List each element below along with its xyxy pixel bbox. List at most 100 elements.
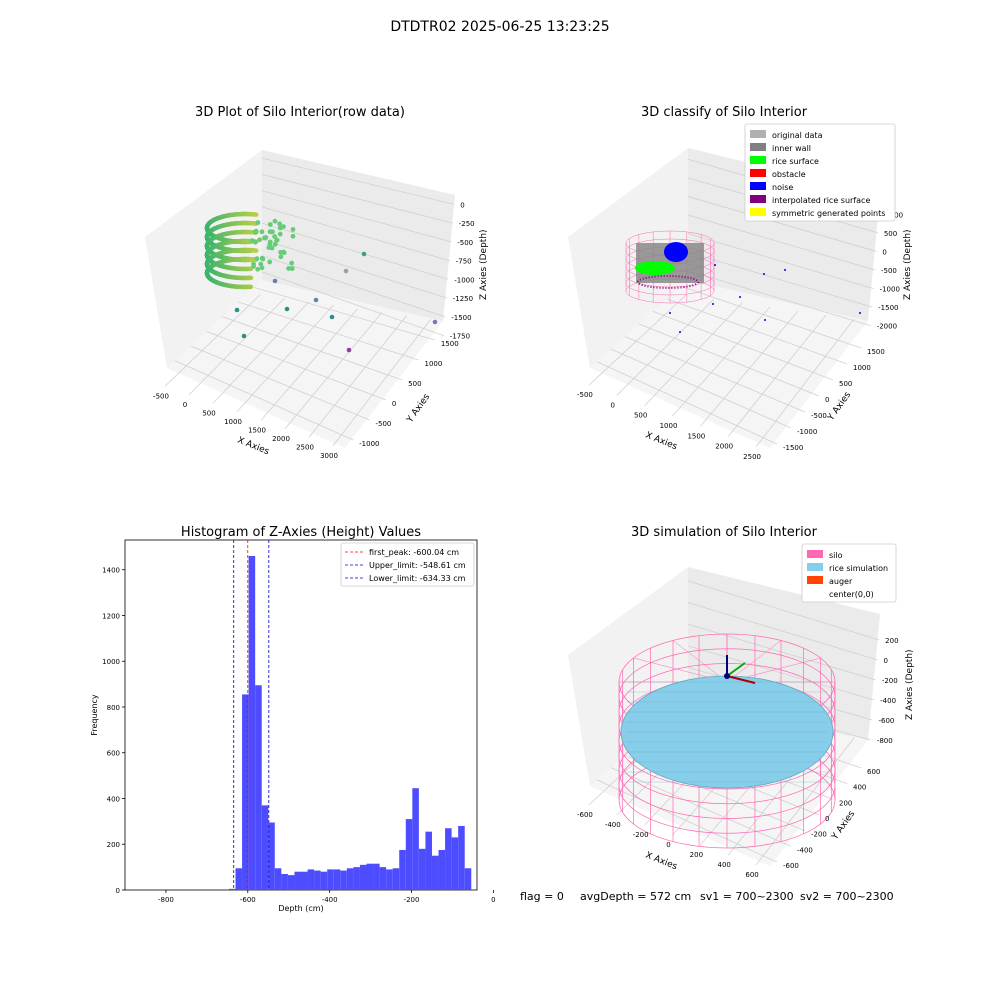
z-tick-label: -1750 [450,333,470,341]
y-gridline [596,361,778,445]
raw-point [255,266,261,272]
legend-frame [801,543,897,603]
legend-label: interpolated rice surface [772,196,870,205]
raw-point [254,248,259,253]
z-gridline [687,623,876,681]
panel4-legend: silo rice simulation auger center(0,0) [801,543,897,603]
x-tick-label: 0 [491,896,495,904]
silo-spoke [726,640,782,683]
x-tick-label: -600 [577,811,593,819]
raw-outlier-point [313,297,319,303]
x-tick-label: 1000 [660,422,678,430]
z-gridline [261,190,452,243]
histogram-bar [274,868,282,890]
panel4-title: 3D simulation of Silo Interior [631,525,818,540]
z-tick-label: -750 [456,258,472,266]
z-gridline [261,238,447,299]
histogram-bar [327,869,334,890]
x-tick-label: -500 [153,392,169,400]
x-tick-label: -800 [158,896,174,904]
y-tick-label: 500 [408,380,421,388]
noise-outlier-point [784,269,786,271]
histogram-bar [373,863,380,890]
x-tick-label: 2000 [715,443,733,451]
panel2-ylabel: Y Axies [826,390,854,423]
legend-label: Upper_limit: -548.61 cm [369,561,466,570]
x-tick-label: -500 [577,391,593,399]
histogram-bar [346,868,354,890]
x-tick-label: 0 [666,841,670,849]
raw-point [281,249,287,255]
noise-outlier-point [669,312,671,314]
z-tick-label: 0 [884,657,888,665]
histogram-bar [366,863,374,890]
histogram-bar [301,871,308,890]
legend-swatch [807,563,823,571]
panel-simulation: 3D simulation of Silo Interior -600 -400 -… [568,525,915,879]
y-tick-label: 1000 [853,364,871,372]
raw-outlier-point [343,268,349,274]
silo-spoke [672,640,728,683]
x-tick-label: 1500 [248,426,266,434]
z-tick-label: -1000 [454,276,474,284]
y-gridline [222,316,403,381]
raw-outlier-point [329,314,335,320]
legend-label: auger [829,577,853,586]
footer-sv1: sv1 = 700~2300 [700,890,794,903]
y-tick-label: 800 [107,704,120,712]
y-gridline [174,360,354,441]
raw-point [259,229,265,235]
histogram-bar [228,888,236,890]
y-tick-label: 200 [107,841,120,849]
panel2-ticks: -50005001000150020002500-1500-1000-50005… [577,211,903,461]
raw-point [278,254,284,260]
z-gridline [687,196,877,252]
z-tick-label: -600 [879,717,895,725]
y-tick-label: 600 [107,750,120,758]
legend-swatch [750,169,766,177]
x-tick-label: 600 [745,871,758,879]
x-gridline [332,319,432,446]
panel-classify: 3D classify of Silo Interior -5000500100… [568,105,913,461]
raw-point [267,239,273,245]
noise-outlier-point [764,319,766,321]
histogram-bar [458,825,465,890]
x-gridline [260,308,358,421]
panel1-ticks: -500 0 500 1000 1500 2000 2500 3000 -1000 -500 0 50… [153,201,475,459]
y-gridline [253,286,435,341]
x-tick-label: 500 [202,409,215,417]
y-tick-label: 200 [839,799,852,807]
y-tick-label: 1000 [425,360,443,368]
y-gridline [610,767,792,847]
z-gridline [687,602,878,661]
histogram-bar [268,822,275,890]
footer-sv2: sv2 = 700~2300 [800,890,894,903]
y-tick-label: -1000 [797,428,817,436]
legend-label: silo [829,551,843,560]
x-tick-label: -200 [404,896,420,904]
legend-label: symmetric generated points [772,209,885,218]
x-gridline [588,294,687,386]
z-tick-label: -1250 [453,295,473,303]
y-tick-label: 1000 [102,658,120,666]
noise-points [664,242,688,262]
raw-point [268,229,274,235]
raw-point [255,220,261,225]
y-gridline [596,779,778,863]
legend-swatch [750,195,766,203]
panel3-legend: first_peak: -600.04 cm Upper_limit: -548.… [340,542,475,587]
legend-label: rice surface [772,157,819,166]
figure-suptitle: DTDTR02 2025-06-25 13:23:25 [390,19,609,35]
noise-outlier-point [714,264,716,266]
z-gridline [261,271,444,337]
raw-point [290,227,296,232]
x-tick-label: 1500 [687,432,705,440]
panel-raw-data: 3D Plot of Silo Interior(row data) -500 0… [145,105,489,460]
raw-point [259,265,265,271]
panel1-zlabel: Z Axies (Depth) [479,229,489,300]
x-tick-label: -400 [322,896,338,904]
z-gridline [687,270,871,327]
auger-axis-y [726,662,746,677]
histogram-bar [464,868,472,890]
z-tick-label: -500 [881,267,897,275]
